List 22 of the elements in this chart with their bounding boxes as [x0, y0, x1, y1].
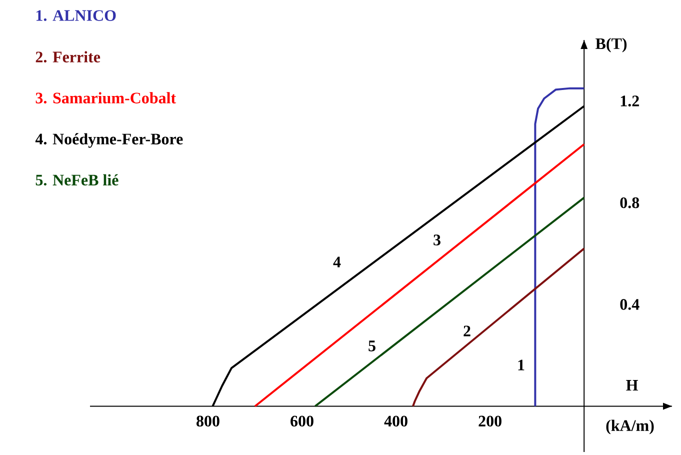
text: 2. Ferrite	[36, 51, 100, 63]
annotation: (kA/m)	[606, 420, 654, 434]
annotation: 3	[434, 234, 440, 246]
x-tick-label: 200	[478, 416, 502, 427]
text: 4. Noédyme-Fer-Bore	[35, 133, 183, 148]
text: 3. Samarium-Cobalt	[36, 92, 176, 104]
y-axis-title: B(T)	[596, 38, 627, 52]
text: 1. ALNICO	[36, 10, 116, 22]
x-axis-title: H	[626, 380, 638, 391]
text: 5. NeFeB lié	[36, 174, 118, 186]
line-series	[412, 248, 586, 408]
annotation: 1	[518, 360, 524, 370]
x-tick-label: 400	[384, 416, 408, 427]
y-tick-label: 0.8	[620, 197, 640, 208]
y-tick-label: 0.4	[620, 299, 640, 310]
line-series	[534, 87, 586, 408]
annotation: 2	[464, 326, 470, 336]
annotation: 4	[333, 256, 341, 268]
annotation: 5	[368, 340, 376, 352]
x-tick-label: 600	[290, 416, 314, 427]
x-tick-label: 800	[196, 416, 220, 427]
y-tick-label: 1.2	[620, 96, 639, 106]
